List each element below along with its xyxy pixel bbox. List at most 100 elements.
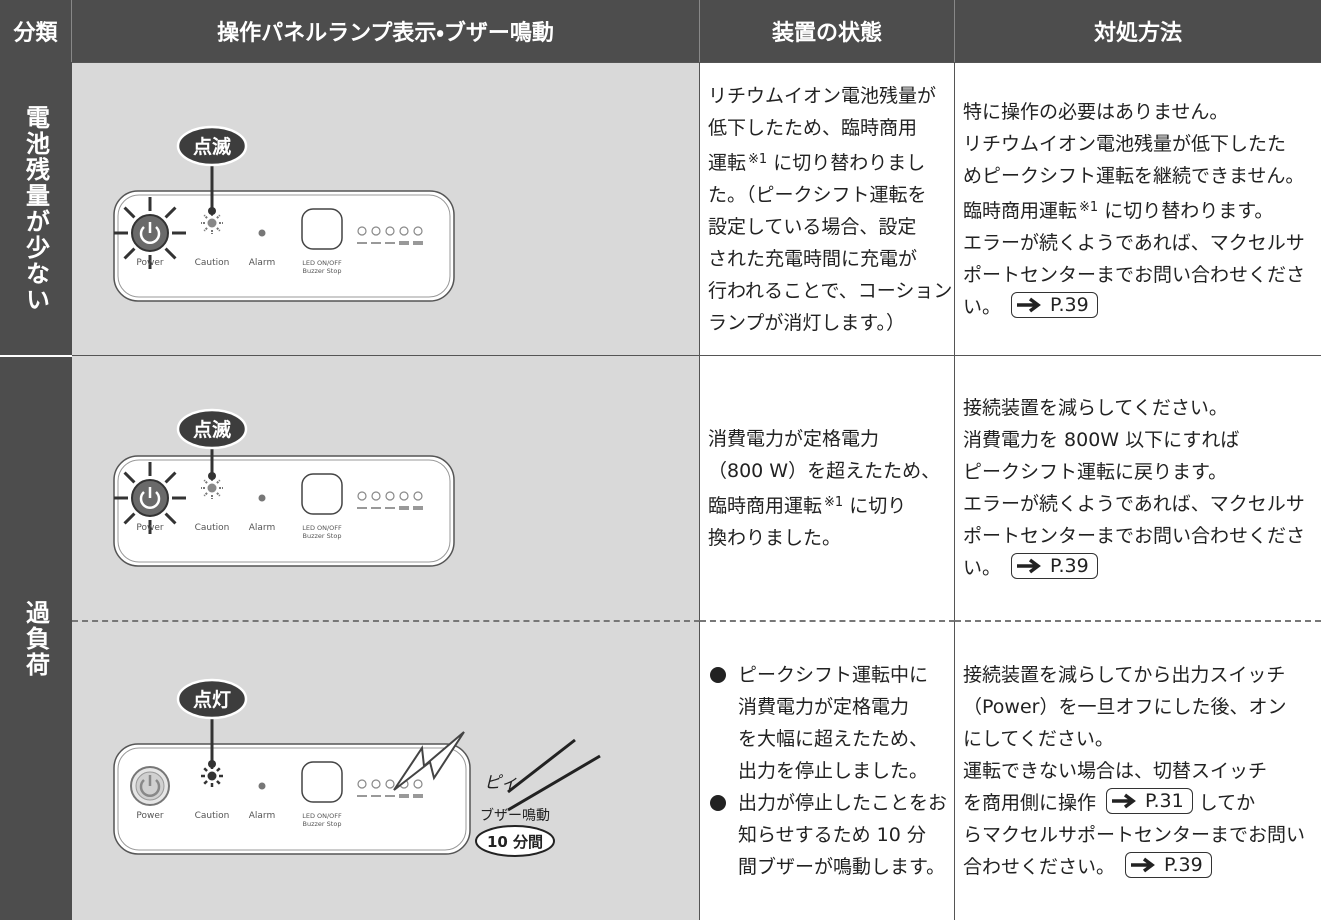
page-ref[interactable]: P.31	[1106, 788, 1193, 814]
caution-ray	[216, 767, 221, 772]
text-line: を商用側に操作 P.31 してか	[963, 787, 1315, 819]
panel-inner	[117, 459, 451, 563]
alarm-lamp	[258, 229, 266, 237]
level-dot	[385, 226, 395, 236]
panel-label: Caution	[195, 258, 230, 268]
badge-leader-dot	[208, 472, 216, 480]
panel-cell: 点滅 Power Caution Alarm LED ON/OFF Buzzer Stop	[72, 62, 700, 355]
text-line: 知らせするため 10 分	[738, 824, 926, 846]
caution-ray	[216, 780, 221, 785]
note-ref: ※1	[1079, 199, 1099, 215]
category-label: 電池残量が少ない	[21, 104, 50, 313]
text-line: （800 W）を超えたため、	[708, 459, 941, 482]
text-line: 合わせください。 P.39	[963, 851, 1315, 883]
panel-cell: 点滅 Power Caution Alarm LED ON/OFF Buzzer Stop	[72, 355, 700, 620]
panel-label: Caution	[195, 811, 230, 821]
alarm-lamp	[258, 782, 266, 790]
text-line: 換わりました。	[708, 526, 842, 549]
text-line: 低下したため、臨時商用	[708, 116, 918, 139]
buzzer-sound: ピィ	[484, 773, 518, 793]
category-cell: 電池残量が少ない	[0, 62, 72, 355]
text: い。	[963, 295, 1002, 318]
text: に切り	[843, 494, 907, 517]
panel-body	[113, 743, 471, 855]
arrow	[1017, 297, 1041, 312]
caution-ray	[216, 479, 221, 484]
panel-label: Buzzer Stop	[303, 820, 342, 828]
text-line: ポートセンターまでお問い合わせくださ	[963, 263, 1306, 286]
text-line: 臨時商用運転 ※1 に切り	[708, 487, 948, 522]
note-ref: ※1	[748, 151, 768, 167]
blink-ray	[164, 206, 177, 219]
power-symbol	[139, 775, 161, 797]
blink-ray	[123, 471, 136, 484]
text-line: 消費電力が定格電力	[738, 696, 910, 718]
text-line: エラーが続くようであれば、マクセルサ	[963, 493, 1305, 515]
badge	[176, 678, 248, 720]
badge-leader-dot	[208, 760, 216, 768]
panel-label: Power	[136, 258, 164, 268]
page-ref[interactable]: P.39	[1125, 852, 1212, 878]
level-dot	[399, 491, 409, 501]
panel-body	[113, 455, 455, 567]
caution-lamp	[207, 771, 217, 781]
panel-label: Caution	[195, 523, 230, 533]
caution-ray	[203, 214, 208, 219]
text-line: 出力が停止したことをお	[738, 792, 948, 814]
status-cell: リチウムイオン電池残量が 低下したため、臨時商用 運転 ※1 に切り替わりまし た。（ピ…	[700, 62, 955, 355]
caution-ray	[203, 227, 208, 232]
led-button	[301, 473, 343, 515]
page-ref[interactable]: P.39	[1011, 553, 1098, 579]
status-cell: ピークシフト運転中に 消費電力が定格電力 を大幅に超えたため、 出力を停止しました。出…	[700, 620, 955, 920]
text-line: 特に操作の必要はありません。	[963, 100, 1229, 123]
text-line: 接続装置を減らしてください。	[963, 397, 1228, 419]
level-dot	[413, 491, 423, 501]
status-cell: 消費電力が定格電力 （800 W）を超えたため、臨時商用運転 ※1 に切り換わりまし…	[700, 355, 955, 620]
text: 臨時商用運転	[963, 199, 1078, 222]
badge-label: 点滅	[193, 418, 231, 441]
bullet-dot	[710, 795, 726, 811]
text-line: 出力を停止しました。	[738, 760, 929, 782]
caution-ray	[203, 479, 208, 484]
buzzer-label: ブザー鳴動	[480, 807, 550, 824]
led-button	[301, 208, 343, 250]
panel-label: LED ON/OFF	[302, 524, 342, 532]
duration-oval	[475, 825, 555, 857]
bullet-item: 出力が停止したことをお 知らせするため 10 分間ブザーが鳴動します。	[708, 787, 948, 883]
badge-label: 点滅	[193, 135, 231, 158]
level-dot	[385, 491, 395, 501]
text-line: リチウムイオン電池残量が低下したた	[963, 132, 1287, 155]
badge	[176, 408, 248, 450]
text-line: 運転できない場合は、切替スイッチ	[963, 760, 1268, 782]
text-line: 行われることで、コーション	[708, 279, 953, 302]
caution-ray	[216, 227, 221, 232]
text: を商用側に操作	[963, 792, 1097, 814]
category-label: 過負荷	[21, 599, 50, 678]
text-line: た。（ピークシフト運転を	[708, 183, 927, 206]
page-ref[interactable]: P.39	[1011, 291, 1098, 318]
caution-lamp	[207, 218, 217, 228]
sound-line	[507, 738, 576, 794]
text-line: を大幅に超えたため、	[738, 728, 929, 750]
text-line: された充電時間に充電が	[708, 247, 918, 270]
arrow	[1017, 558, 1041, 574]
text-line: 消費電力が定格電力	[708, 427, 880, 450]
power-symbol	[139, 222, 161, 244]
text-line: 設定している場合、設定	[708, 215, 917, 238]
level-dot	[357, 779, 367, 789]
level-dot	[357, 226, 367, 236]
action-cell: 接続装置を減らしてください。 消費電力を 800W 以下にすれば ピークシフト運転に…	[955, 355, 1321, 620]
text-line: 消費電力を 800W 以下にすれば	[963, 429, 1240, 451]
text: 合わせください。	[963, 856, 1116, 878]
blink-ray	[123, 247, 136, 260]
page-ref-label: P.39	[1164, 854, 1203, 876]
badge	[176, 125, 248, 167]
header-cell: 操作パネルランプ表示・ブザー鳴動	[72, 0, 700, 62]
blink-ray	[164, 512, 177, 525]
note-ref: ※1	[824, 494, 844, 510]
text: 運転	[708, 151, 747, 174]
page-ref-label: P.31	[1145, 790, 1184, 812]
